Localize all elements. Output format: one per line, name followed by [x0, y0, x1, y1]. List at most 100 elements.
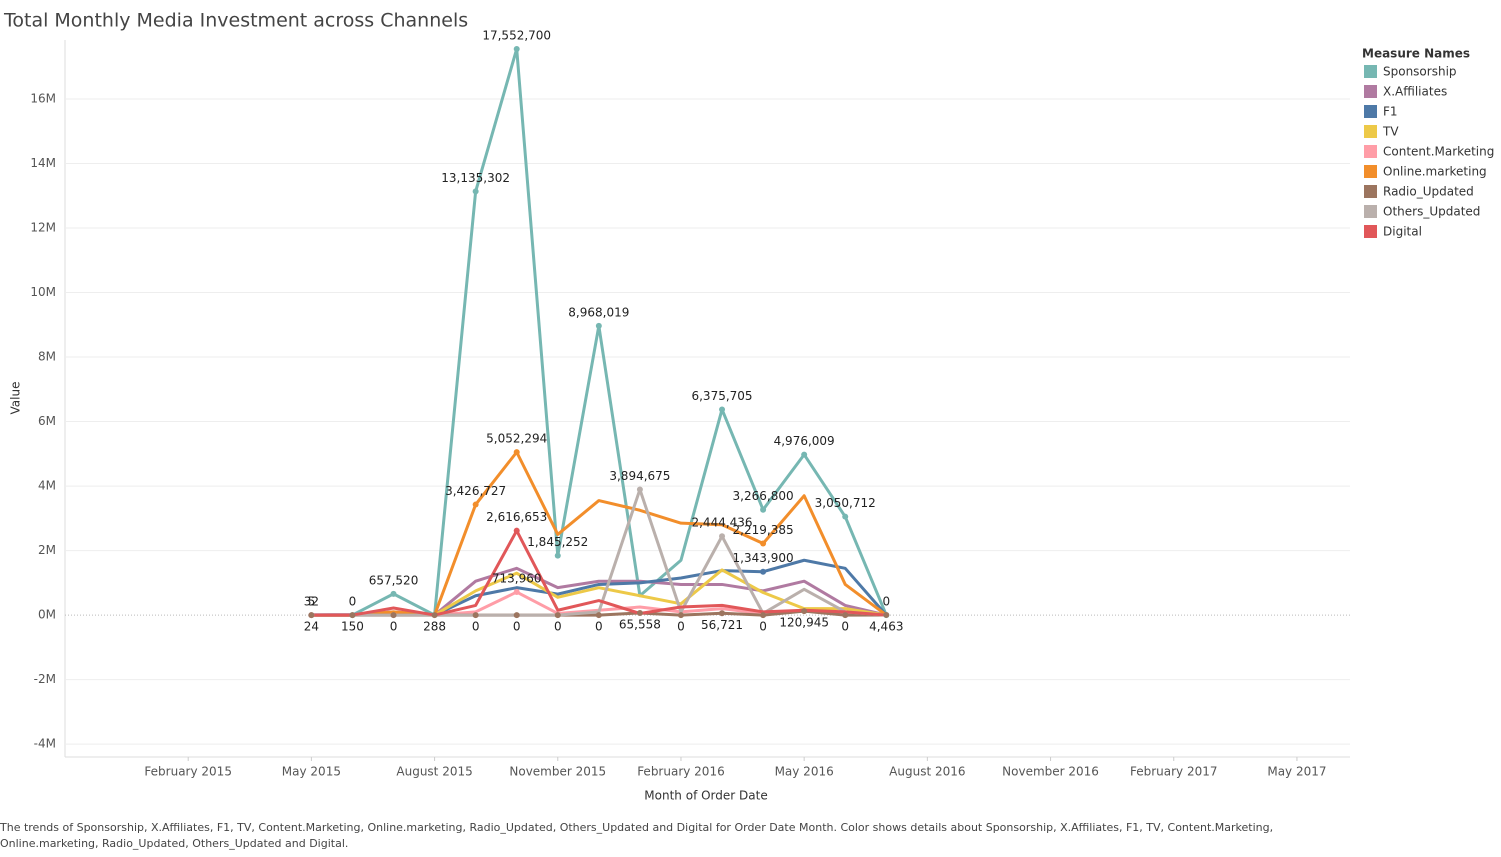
- point: [349, 612, 356, 619]
- legend-label: Online.marketing: [1383, 165, 1487, 179]
- legend-swatch: [1364, 105, 1377, 118]
- x-tick-label: May 2015: [282, 765, 341, 779]
- chart-title: Total Monthly Media Investment across Ch…: [3, 10, 468, 32]
- point: [390, 590, 397, 597]
- legend-swatch: [1364, 165, 1377, 178]
- legend-swatch: [1364, 85, 1377, 98]
- data-label: 0: [595, 620, 603, 634]
- data-label: 120,945: [779, 616, 829, 630]
- data-label: 0: [390, 620, 398, 634]
- data-label: 5: [308, 595, 316, 609]
- data-label: 3,050,712: [815, 496, 876, 510]
- data-label: 0: [882, 595, 890, 609]
- point: [513, 45, 520, 52]
- y-tick-label: 14M: [30, 156, 56, 170]
- point: [513, 449, 520, 456]
- point: [513, 612, 520, 619]
- footnote: The trends of Sponsorship, X.Affiliates,…: [0, 821, 1274, 850]
- y-tick-label: 16M: [30, 92, 56, 106]
- x-tick-label: February 2015: [144, 765, 232, 779]
- y-tick-label: -2M: [34, 672, 56, 686]
- x-tick-label: February 2016: [637, 765, 725, 779]
- data-label: 0: [513, 620, 521, 634]
- point: [595, 322, 602, 329]
- y-tick-label: 8M: [38, 350, 56, 364]
- point: [801, 451, 808, 458]
- data-label: 2,219,385: [733, 523, 794, 537]
- y-tick-label: -4M: [34, 737, 56, 751]
- point: [883, 611, 890, 618]
- x-tick-label: May 2017: [1267, 765, 1326, 779]
- data-label: 17,552,700: [482, 28, 551, 42]
- legend-swatch: [1364, 125, 1377, 138]
- series-line: [311, 47, 888, 617]
- point: [513, 527, 520, 534]
- data-label: 5,052,294: [486, 432, 547, 446]
- point: [801, 608, 808, 615]
- legend-label: Radio_Updated: [1383, 185, 1474, 199]
- y-tick-label: 0M: [38, 608, 56, 622]
- x-axis-title: Month of Order Date: [644, 789, 767, 803]
- data-label: 150: [341, 620, 364, 634]
- point: [472, 501, 479, 508]
- data-label: 0: [759, 620, 767, 634]
- data-label: 2,616,653: [486, 510, 547, 524]
- series-line: [311, 450, 888, 617]
- data-label: 1,343,900: [733, 551, 794, 565]
- legend-label: F1: [1383, 105, 1398, 119]
- data-label: 3,426,727: [445, 484, 506, 498]
- legend-label: Content.Marketing: [1383, 145, 1494, 159]
- point: [760, 612, 767, 619]
- y-tick-label: 6M: [38, 414, 56, 428]
- legend-label: Sponsorship: [1383, 65, 1457, 79]
- data-label: 657,520: [369, 573, 419, 587]
- data-label: 3,266,800: [733, 489, 794, 503]
- data-label: 713,960: [492, 572, 542, 586]
- point: [636, 486, 643, 493]
- x-tick-label: August 2015: [396, 765, 472, 779]
- point: [842, 513, 849, 520]
- legend-label: X.Affiliates: [1383, 85, 1447, 99]
- data-label: 32: [304, 595, 319, 609]
- data-label: 4,463: [869, 619, 903, 633]
- data-label: 0: [472, 620, 480, 634]
- data-label: 4,976,009: [774, 434, 835, 448]
- data-label: 0: [841, 620, 849, 634]
- point: [513, 589, 520, 596]
- data-label: 288: [423, 620, 446, 634]
- data-label: 65,558: [619, 617, 661, 631]
- point: [719, 406, 726, 413]
- point: [554, 612, 561, 619]
- point: [842, 612, 849, 619]
- legend-title: Measure Names: [1362, 47, 1470, 61]
- point: [636, 609, 643, 616]
- point: [760, 540, 767, 547]
- legend-label: Digital: [1383, 225, 1422, 239]
- point: [595, 612, 602, 619]
- point: [308, 612, 315, 619]
- legend-label: Others_Updated: [1383, 205, 1480, 219]
- legend-swatch: [1364, 225, 1377, 238]
- y-tick-label: 12M: [30, 221, 56, 235]
- legend-swatch: [1364, 205, 1377, 218]
- data-label: 1,845,252: [527, 535, 588, 549]
- legend-swatch: [1364, 145, 1377, 158]
- point: [472, 612, 479, 619]
- y-tick-label: 10M: [30, 285, 56, 299]
- data-label: 0: [554, 620, 562, 634]
- x-tick-label: November 2016: [1002, 765, 1099, 779]
- point: [760, 506, 767, 513]
- x-tick-label: May 2016: [775, 765, 834, 779]
- y-axis-title: Value: [9, 382, 23, 415]
- data-label: 0: [677, 620, 685, 634]
- data-label: 3,894,675: [609, 469, 670, 483]
- point: [431, 612, 438, 619]
- point: [390, 612, 397, 619]
- point: [554, 552, 561, 559]
- x-tick-label: August 2016: [889, 765, 965, 779]
- point: [677, 612, 684, 619]
- x-tick-label: November 2015: [509, 765, 606, 779]
- point: [760, 568, 767, 575]
- data-label: 56,721: [701, 618, 743, 632]
